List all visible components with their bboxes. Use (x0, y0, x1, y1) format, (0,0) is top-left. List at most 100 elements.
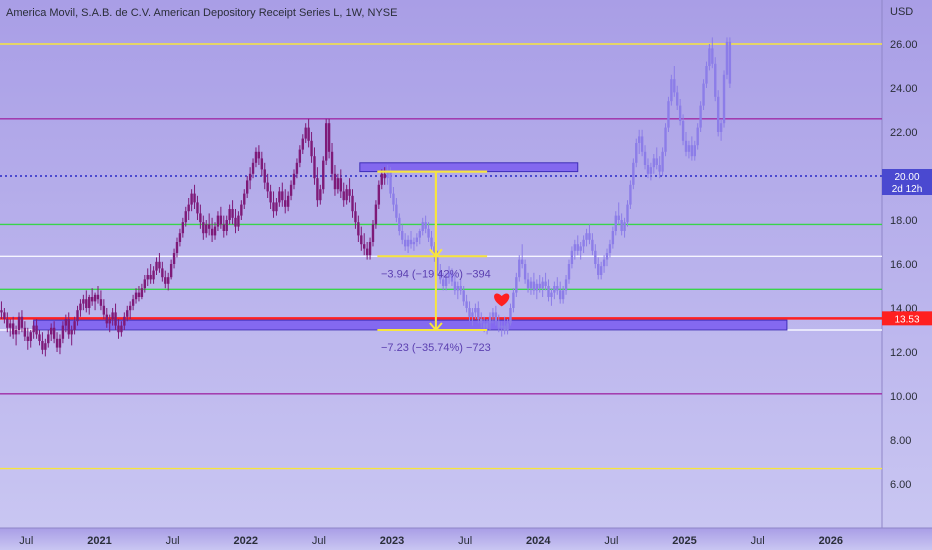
projection-bar-body (594, 250, 597, 264)
projection-bar-body (409, 239, 413, 245)
candle-body (222, 224, 225, 231)
candle-body (172, 253, 176, 264)
projection-bar-body (550, 292, 553, 297)
candle-body (205, 224, 208, 234)
projection-bar-body (395, 204, 398, 218)
projection-bar-body (392, 193, 395, 205)
candle-body (161, 268, 164, 278)
projection-bar-body (652, 158, 656, 168)
price-tick-label: 18.00 (890, 215, 918, 227)
candle-body (23, 327, 27, 337)
candles (0, 118, 386, 357)
price-tag (882, 169, 932, 195)
projection-bar-body (602, 259, 606, 267)
projection-bar-body (626, 204, 629, 223)
candle-body (377, 184, 381, 205)
projection-bar-body (673, 79, 676, 93)
candle-body (345, 189, 348, 201)
projection-bar-body (497, 321, 500, 328)
candle-body (225, 220, 228, 231)
zone-box (33, 319, 788, 331)
projection-bar-body (649, 167, 653, 174)
candle-body (76, 310, 79, 322)
candle-body (357, 222, 360, 236)
candle-body (278, 191, 281, 203)
candle-body (38, 334, 41, 341)
projection-bar-body (468, 308, 471, 317)
candle-body (269, 191, 272, 203)
projection-bar-body (664, 127, 667, 152)
candle-body (248, 173, 252, 181)
projection-bar-body (702, 83, 705, 106)
candle-body (207, 224, 211, 229)
projection-bar-body (547, 286, 550, 297)
candle-body (330, 151, 334, 174)
projection-bar-body (439, 270, 442, 280)
candle-body (137, 292, 141, 297)
candle-body (339, 178, 343, 192)
projection-bar-body (681, 121, 685, 141)
projection-bar-body (605, 253, 609, 260)
projection-bar-body (459, 286, 462, 291)
candle-body (231, 209, 234, 218)
candle-body (120, 325, 123, 333)
candle-body (152, 270, 155, 280)
projection-bar-body (526, 279, 530, 289)
candle-body (313, 156, 316, 179)
projection-bar-body (599, 266, 603, 275)
projection-bar-body (597, 264, 600, 275)
candle-body (292, 173, 296, 185)
projection-bar-body (389, 171, 392, 194)
projection-bar-body (520, 259, 524, 264)
projection-bar-body (450, 272, 454, 282)
projection-bar-body (687, 145, 691, 152)
candle-body (240, 204, 243, 216)
candle-body (319, 189, 322, 201)
price-tick-label: 22.00 (890, 127, 918, 139)
candle-body (190, 193, 193, 205)
candle-body (0, 310, 3, 313)
candle-body (251, 162, 255, 174)
candle-body (263, 169, 266, 183)
candle-body (175, 242, 179, 253)
projection-bar-body (643, 151, 647, 165)
projection-bar-body (608, 244, 612, 253)
projection-bar-body (430, 237, 433, 247)
candle-body (26, 336, 29, 341)
time-axis-ticks: Jul 2021 Jul 2022 Jul 2023 Jul 2024 Jul 2025 Jul 20… (19, 535, 843, 547)
projection-bar-body (635, 143, 638, 163)
candle-body (286, 195, 290, 207)
candle-body (284, 200, 287, 207)
projection-bar-body (696, 127, 699, 146)
candle-body (213, 226, 217, 236)
projection-bar-body (406, 239, 410, 247)
candle-body (234, 217, 237, 227)
candle-body (61, 325, 65, 339)
projection-bar-body (386, 171, 389, 179)
projection-bar-body (567, 264, 571, 280)
projection-bar-body (433, 246, 436, 258)
projection-bar-body (509, 308, 512, 324)
price-tick-label: 12.00 (890, 347, 918, 359)
candle-body (181, 222, 185, 234)
price-tick-label: 6.00 (890, 479, 911, 491)
candle-body (368, 242, 372, 256)
projection-bar-body (453, 281, 457, 291)
candle-body (96, 294, 100, 300)
candle-body (365, 248, 369, 256)
candle-body (289, 184, 293, 196)
projection-bar-body (678, 105, 682, 121)
projection-bar-body (661, 151, 664, 172)
projection-bar-body (556, 286, 559, 291)
projection-bar-body (474, 308, 477, 313)
projection-bar-body (617, 215, 620, 220)
candle-body (324, 123, 328, 161)
projection-bar-body (518, 259, 521, 278)
projection-bar-body (535, 283, 539, 291)
chart-title: America Movil, S.A.B. de C.V. American D… (6, 7, 397, 19)
projection-bar-body (424, 222, 427, 229)
candle-body (131, 299, 135, 306)
candle-body (363, 244, 366, 249)
